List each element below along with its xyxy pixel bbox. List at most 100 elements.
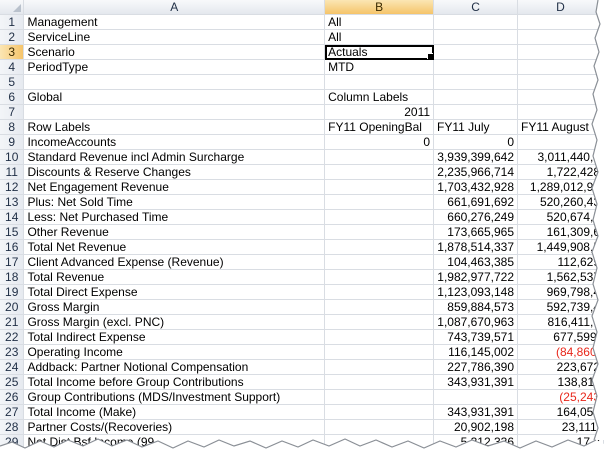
cell-d[interactable]: 112,629 xyxy=(517,254,604,270)
cell-a[interactable]: Scenario xyxy=(23,44,326,60)
cell-d[interactable]: 1,562,537 xyxy=(517,269,604,285)
cell-b[interactable] xyxy=(324,149,435,165)
cell-a[interactable]: Management xyxy=(23,14,326,30)
cell-a[interactable]: Group Contributions (MDS/Investment Supp… xyxy=(23,389,326,405)
cell-c[interactable] xyxy=(433,29,519,45)
cell-c[interactable] xyxy=(433,104,519,120)
cell-b[interactable]: 2011 xyxy=(324,104,435,120)
cell-b[interactable] xyxy=(324,254,435,270)
cell-c[interactable]: 743,739,571 xyxy=(433,329,519,345)
cell-c[interactable] xyxy=(433,59,519,75)
row-header[interactable]: 13 xyxy=(0,194,25,210)
row-header[interactable]: 5 xyxy=(0,74,25,90)
cell-b[interactable] xyxy=(324,239,435,255)
cell-c[interactable]: 1,982,977,722 xyxy=(433,269,519,285)
cell-c[interactable]: 660,276,249 xyxy=(433,209,519,225)
cell-b[interactable]: FY11 OpeningBal xyxy=(324,119,435,135)
cell-d[interactable]: 520,260,43 xyxy=(517,194,604,210)
cell-d[interactable]: 1,289,012,92 xyxy=(517,179,604,195)
cell-b[interactable] xyxy=(324,344,435,360)
cell-c[interactable]: FY11 July xyxy=(433,119,519,135)
row-header[interactable]: 22 xyxy=(0,329,25,345)
cell-d[interactable]: 592,739,4 xyxy=(517,299,604,315)
selected-cell-b3[interactable]: Actuals xyxy=(324,44,435,60)
cell-b[interactable] xyxy=(324,359,435,375)
column-header-b[interactable]: B xyxy=(324,0,435,15)
cell-d[interactable]: 161,309,6 xyxy=(517,224,604,240)
cell-d[interactable]: 969,798,4 xyxy=(517,284,604,300)
cell-c[interactable]: 1,087,670,963 xyxy=(433,314,519,330)
cell-c[interactable]: 1,123,093,148 xyxy=(433,284,519,300)
cell-d[interactable] xyxy=(517,59,604,75)
row-header[interactable]: 20 xyxy=(0,299,25,315)
row-header[interactable]: 8 xyxy=(0,119,25,135)
cell-d[interactable]: 816,411,6 xyxy=(517,314,604,330)
cell-b[interactable] xyxy=(324,284,435,300)
cell-b[interactable] xyxy=(324,299,435,315)
row-header[interactable]: 10 xyxy=(0,149,25,165)
cell-b[interactable]: Column Labels xyxy=(324,89,435,105)
select-all-corner[interactable] xyxy=(0,0,25,15)
row-header[interactable]: 23 xyxy=(0,344,25,360)
cell-b[interactable]: MTD xyxy=(324,59,435,75)
cell-c[interactable]: 173,665,965 xyxy=(433,224,519,240)
cell-d[interactable]: 164,055 xyxy=(517,404,604,420)
cell-c[interactable]: 0 xyxy=(433,134,519,150)
row-header[interactable]: 26 xyxy=(0,389,25,405)
cell-c[interactable]: 2,235,966,714 xyxy=(433,164,519,180)
cell-d[interactable] xyxy=(517,74,604,90)
cell-a[interactable]: IncomeAccounts xyxy=(23,134,326,150)
cell-c[interactable]: 104,463,385 xyxy=(433,254,519,270)
row-header[interactable]: 12 xyxy=(0,179,25,195)
row-header[interactable]: 11 xyxy=(0,164,25,180)
row-header[interactable]: 3 xyxy=(0,44,25,60)
row-header[interactable]: 28 xyxy=(0,419,25,435)
cell-a[interactable]: Client Advanced Expense (Revenue) xyxy=(23,254,326,270)
cell-d[interactable]: (84,860, xyxy=(517,344,604,360)
row-header[interactable]: 21 xyxy=(0,314,25,330)
row-header[interactable]: 24 xyxy=(0,359,25,375)
cell-a[interactable]: ServiceLine xyxy=(23,29,326,45)
cell-c[interactable] xyxy=(433,14,519,30)
cell-a[interactable]: Global xyxy=(23,89,326,105)
row-header[interactable]: 7 xyxy=(0,104,25,120)
row-header[interactable]: 15 xyxy=(0,224,25,240)
cell-b[interactable] xyxy=(324,179,435,195)
row-header[interactable]: 9 xyxy=(0,134,25,150)
row-header[interactable]: 14 xyxy=(0,209,25,225)
column-header-d[interactable]: D xyxy=(517,0,604,15)
cell-b[interactable] xyxy=(324,329,435,345)
cell-c[interactable]: 1,703,432,928 xyxy=(433,179,519,195)
row-header[interactable]: 16 xyxy=(0,239,25,255)
cell-a[interactable]: Partner Costs/(Recoveries) xyxy=(23,419,326,435)
cell-c[interactable]: 20,902,198 xyxy=(433,419,519,435)
row-header[interactable]: 6 xyxy=(0,89,25,105)
cell-b[interactable] xyxy=(324,389,435,405)
cell-d[interactable]: 138,811 xyxy=(517,374,604,390)
cell-d[interactable]: 520,674,5 xyxy=(517,209,604,225)
cell-a[interactable]: Total Direct Expense xyxy=(23,284,326,300)
cell-c[interactable]: 661,691,692 xyxy=(433,194,519,210)
cell-a[interactable]: Discounts & Reserve Changes xyxy=(23,164,326,180)
cell-d[interactable] xyxy=(517,14,604,30)
cell-d[interactable]: 1,449,908,5 xyxy=(517,239,604,255)
row-header[interactable]: 27 xyxy=(0,404,25,420)
cell-b[interactable]: 0 xyxy=(324,134,435,150)
cell-c[interactable]: 3,939,399,642 xyxy=(433,149,519,165)
cell-b[interactable] xyxy=(324,194,435,210)
row-header[interactable]: 18 xyxy=(0,269,25,285)
cell-d[interactable] xyxy=(517,29,604,45)
cell-d[interactable] xyxy=(517,134,604,150)
cell-a[interactable]: Addback: Partner Notional Compensation xyxy=(23,359,326,375)
row-header[interactable]: 17 xyxy=(0,254,25,270)
cell-b[interactable] xyxy=(324,269,435,285)
cell-a[interactable]: Total Income (Make) xyxy=(23,404,326,420)
cell-a[interactable]: Net Engagement Revenue xyxy=(23,179,326,195)
cell-b[interactable] xyxy=(324,164,435,180)
cell-d[interactable] xyxy=(517,44,604,60)
cell-b[interactable] xyxy=(324,314,435,330)
cell-b[interactable] xyxy=(324,209,435,225)
cell-b[interactable] xyxy=(324,74,435,90)
cell-a[interactable]: Operating Income xyxy=(23,344,326,360)
